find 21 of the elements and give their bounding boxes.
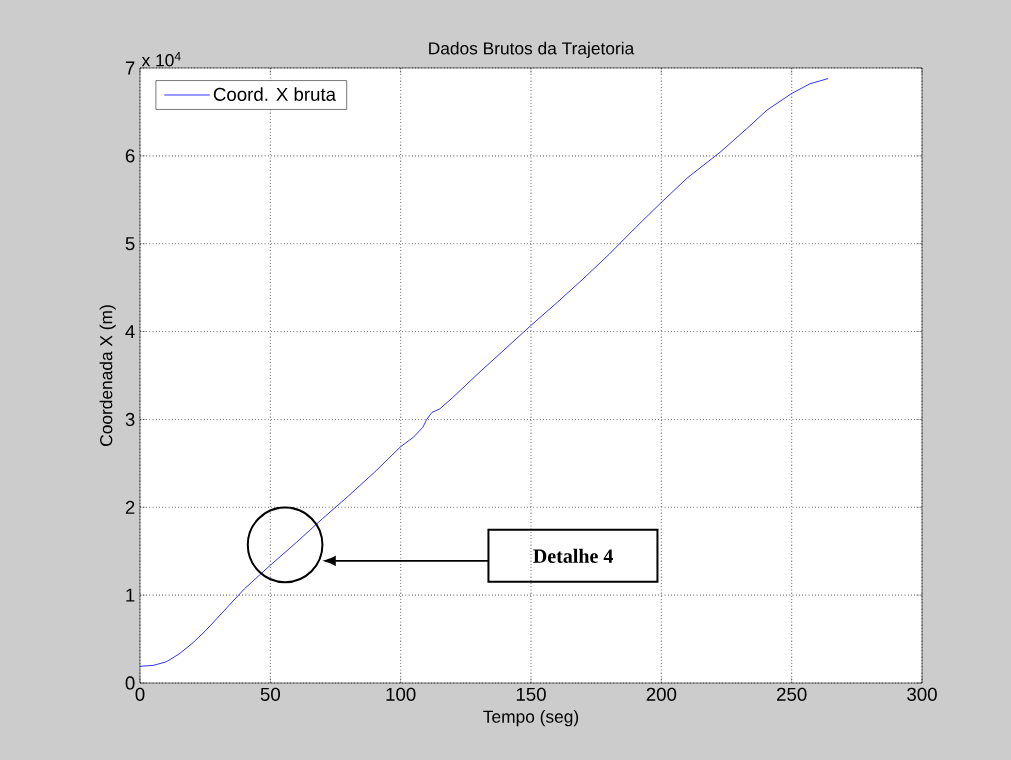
x-tick-label: 50 — [260, 687, 280, 701]
x-tick-label: 150 — [516, 687, 546, 701]
y-axis-title: Coordenada X (m) — [99, 305, 116, 446]
y-tick-label: 1 — [126, 588, 135, 602]
y-tick-label: 4 — [125, 325, 135, 338]
text: x 10$^{4}$ — [141, 52, 181, 67]
legend-label: Coord. X bruta — [213, 87, 337, 101]
x-tick-label: 300 — [907, 687, 937, 701]
x-tick-label: 200 — [646, 687, 677, 701]
y-tick-label: 3 — [125, 412, 135, 427]
chart-title: Dados Brutos da Trajetoria — [429, 41, 635, 58]
x-tick-label: 0 — [135, 687, 145, 701]
y-tick-label: 0 — [125, 676, 135, 690]
annotation: Detalhe 4 — [533, 548, 613, 563]
x-tick-label: 100 — [386, 687, 416, 701]
x-axis-title: Tempo (seg) — [483, 710, 579, 727]
x-tick-label: 250 — [777, 687, 807, 701]
y-tick-label: 2 — [125, 500, 135, 514]
y-tick-label: 7 — [125, 61, 135, 75]
y-tick-label: 6 — [125, 149, 135, 163]
y-tick-label: 5 — [125, 237, 135, 251]
